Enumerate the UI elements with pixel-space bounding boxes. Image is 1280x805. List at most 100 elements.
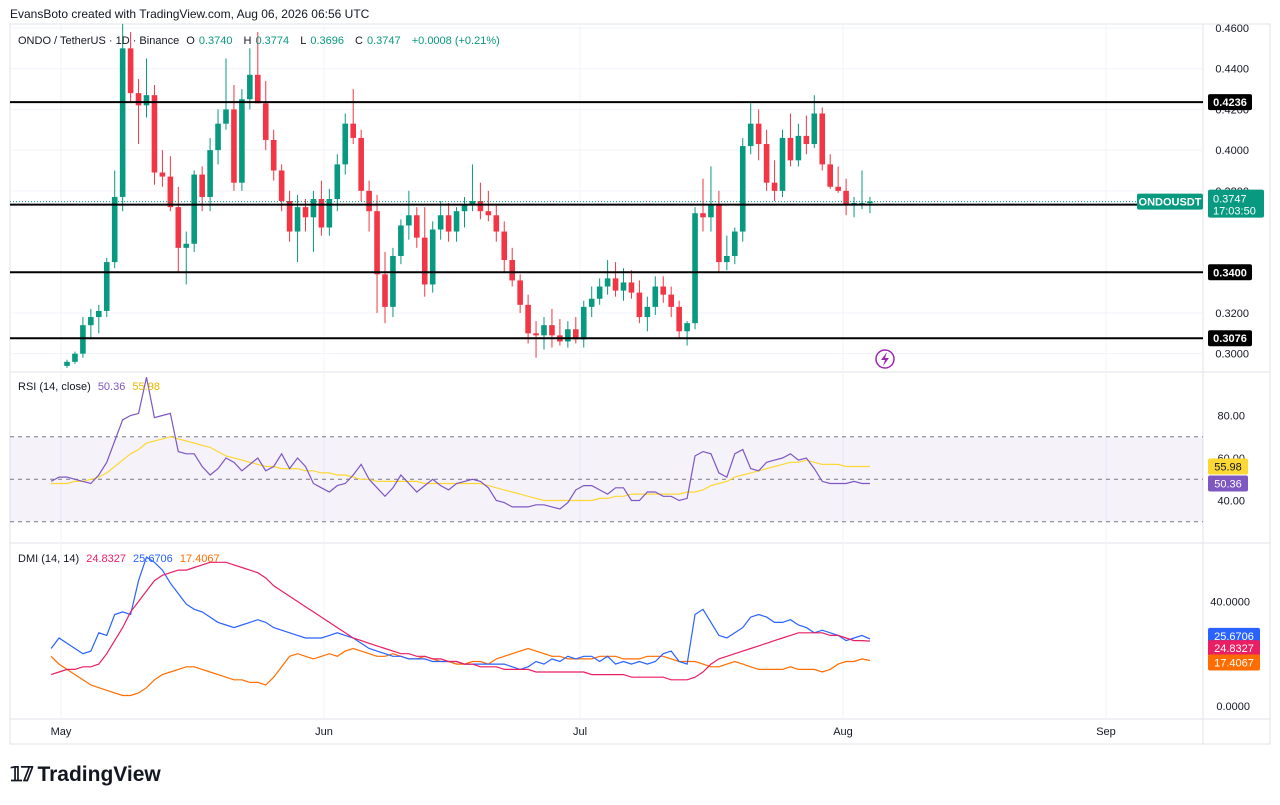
- dmi-tag-bg: [1208, 654, 1260, 671]
- candle-body: [88, 317, 94, 326]
- candle-body: [732, 231, 738, 256]
- candle-body: [167, 176, 174, 208]
- adx-value: 17.4067: [179, 553, 220, 565]
- level-label: 0.3400: [1213, 267, 1247, 279]
- candle-body: [64, 361, 70, 366]
- candle-body: [334, 164, 341, 199]
- candle-body: [103, 262, 110, 311]
- candle-body: [493, 215, 500, 232]
- candle-body: [533, 333, 539, 336]
- candle-body: [207, 150, 213, 197]
- rsi-value: 50.36: [97, 381, 126, 393]
- rsi-line: [50, 377, 870, 510]
- dmi-tag-bg: [1208, 627, 1260, 644]
- symbol-label[interactable]: ONDO / TetherUS · 1D · Binance: [18, 35, 180, 47]
- symbol-tag: ONDOUSDT: [1139, 197, 1202, 209]
- candle-body: [620, 282, 627, 291]
- level-label-bg: [1208, 94, 1252, 111]
- candle-body: [763, 144, 770, 183]
- rsi-ma-tag: 55.98: [1214, 462, 1242, 474]
- candle-body: [278, 170, 285, 202]
- change-value: +0.0008 (+0.21%): [411, 35, 500, 47]
- candle-body: [708, 205, 714, 218]
- candle-body: [247, 74, 253, 100]
- price-legend: ONDO / TetherUS · 1D · Binance O 0.3740 H…: [18, 35, 504, 47]
- candle-body: [239, 99, 245, 183]
- candle-body: [215, 123, 221, 151]
- dmi-title[interactable]: DMI (14, 14): [18, 553, 80, 565]
- current-price-bg: [1208, 189, 1264, 218]
- candle-body: [795, 135, 802, 161]
- candle-body: [819, 113, 826, 165]
- candle-body: [270, 139, 277, 171]
- candle-body: [445, 215, 452, 232]
- candle-body: [525, 304, 531, 334]
- candle-body: [191, 174, 197, 244]
- candle-body: [453, 211, 460, 232]
- candle-body: [612, 278, 619, 291]
- rsi-tick-label: 80.00: [1217, 411, 1245, 423]
- rsi-ma-line: [51, 436, 870, 502]
- x-tick-label: Sep: [1096, 726, 1116, 738]
- candle-body: [262, 103, 269, 140]
- candle-body: [159, 172, 166, 177]
- candle-body: [835, 186, 841, 191]
- candle-body: [255, 74, 261, 104]
- candle-body: [294, 207, 301, 232]
- open-value: 0.3740: [198, 35, 233, 47]
- candle-body: [588, 298, 595, 307]
- symbol-tag-bg: [1137, 193, 1203, 210]
- price-tick-label: 0.4400: [1215, 64, 1249, 76]
- candle-body: [366, 190, 372, 212]
- candle-body: [747, 123, 754, 147]
- chart-caption: EvansBoto created with TradingView.com, …: [10, 7, 370, 21]
- candle-body: [302, 207, 309, 218]
- price-tick-label: 0.3200: [1215, 308, 1249, 320]
- dmi-tag: 17.4067: [1214, 657, 1254, 669]
- low-value: 0.3696: [310, 35, 344, 47]
- adx-line: [50, 647, 871, 697]
- candle-body: [461, 205, 468, 212]
- x-tick-label: Jul: [573, 726, 587, 738]
- close-label: C: [355, 35, 363, 47]
- low-label: L: [300, 35, 307, 47]
- countdown-label: 17:03:50: [1213, 206, 1256, 218]
- candle-body: [700, 213, 706, 218]
- current-price-label: 0.3747: [1213, 194, 1247, 206]
- dmi-tag: 24.8327: [1214, 643, 1254, 655]
- rsi-tick-label: 40.00: [1217, 496, 1245, 508]
- candle-body: [72, 353, 78, 362]
- tradingview-logo[interactable]: 𝟙𝟟 TradingView: [10, 762, 161, 787]
- candle-body: [151, 95, 158, 173]
- open-label: O: [186, 35, 195, 47]
- candle-body: [310, 198, 317, 218]
- dmi-minus-line: [50, 556, 871, 671]
- tradingview-mark-icon: 𝟙𝟟: [10, 764, 33, 786]
- lightning-icon: [875, 349, 895, 369]
- dmi-tick-label: 0.0000: [1216, 701, 1250, 713]
- candle-body: [652, 286, 659, 307]
- rsi-title[interactable]: RSI (14, close): [18, 381, 91, 393]
- candle-body: [811, 113, 818, 145]
- candle-body: [398, 225, 404, 256]
- candle-body: [604, 278, 611, 287]
- level-label-bg: [1208, 264, 1252, 281]
- candle-body: [318, 198, 325, 228]
- candle-body: [859, 203, 865, 205]
- candle-body: [429, 229, 436, 285]
- candle-body: [580, 306, 587, 340]
- level-label: 0.3076: [1213, 333, 1247, 345]
- price-tick-label: 0.4000: [1215, 145, 1249, 157]
- chart-frame: [9, 23, 1271, 745]
- level-label-bg: [1208, 330, 1252, 347]
- candle-body: [135, 93, 142, 106]
- rsi-ma-value: 55.98: [132, 381, 160, 393]
- dmi-legend: DMI (14, 14) 24.8327 25.6706 17.4067: [18, 553, 224, 565]
- candle-body: [437, 215, 444, 230]
- candle-body: [175, 207, 182, 248]
- dmi-plus-line: [50, 561, 870, 681]
- candle-body: [660, 286, 667, 295]
- dmi-minus-value: 25.6706: [133, 553, 173, 565]
- candle-body: [636, 292, 643, 318]
